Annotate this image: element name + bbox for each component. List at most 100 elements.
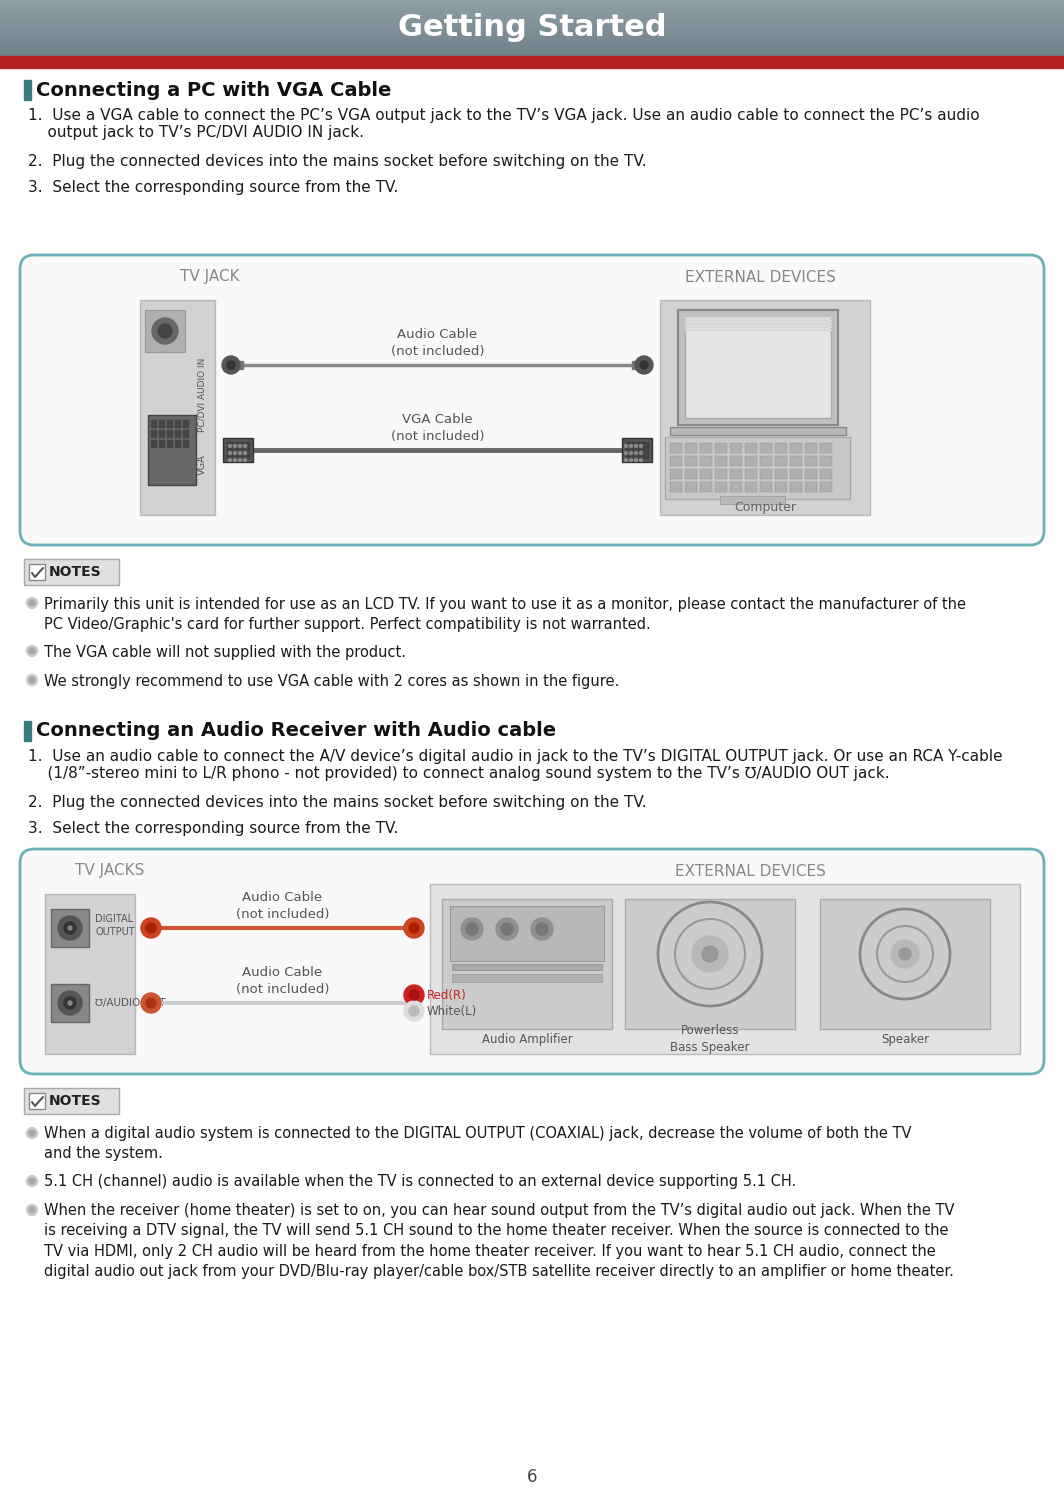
Text: EXTERNAL DEVICES: EXTERNAL DEVICES (684, 269, 835, 284)
Circle shape (639, 445, 643, 448)
Circle shape (27, 675, 37, 686)
Bar (789, 457, 802, 466)
Bar (0, 13, 1064, 16)
Bar (678, 310, 838, 425)
Circle shape (238, 452, 242, 455)
Bar (0, 33, 1064, 34)
Bar (730, 443, 742, 454)
Text: Audio Cable
(not included): Audio Cable (not included) (236, 966, 329, 996)
Text: Powerless
Bass Speaker: Powerless Bass Speaker (670, 1024, 750, 1054)
Bar (775, 443, 787, 454)
Bar (670, 457, 682, 466)
Bar (167, 421, 172, 427)
Bar (0, 4, 1064, 6)
Text: White(L): White(L) (427, 1004, 478, 1018)
Text: We strongly recommend to use VGA cable with 2 cores as shown in the figure.: We strongly recommend to use VGA cable w… (44, 674, 619, 689)
Circle shape (899, 948, 911, 960)
Text: Audio Amplifier: Audio Amplifier (482, 1033, 572, 1045)
Bar (0, 34, 1064, 36)
Bar (0, 1, 1064, 4)
Bar (0, 28, 1064, 30)
Bar (670, 482, 682, 493)
Bar (0, 49, 1064, 51)
Bar (24, 558, 119, 585)
Bar (626, 442, 648, 458)
Bar (0, 43, 1064, 45)
Text: EXTERNAL DEVICES: EXTERNAL DEVICES (675, 864, 826, 879)
Text: TV JACK: TV JACK (180, 269, 239, 284)
Bar (0, 6, 1064, 9)
Circle shape (641, 361, 648, 368)
Bar (720, 496, 785, 504)
Bar (183, 430, 188, 437)
Bar (0, 18, 1064, 21)
Bar (820, 443, 832, 454)
Bar (0, 22, 1064, 24)
Circle shape (152, 317, 178, 344)
Bar (0, 31, 1064, 33)
Bar (820, 457, 832, 466)
Circle shape (409, 924, 419, 933)
Bar (0, 46, 1064, 48)
Bar (0, 21, 1064, 24)
Bar (159, 421, 164, 427)
Circle shape (238, 458, 242, 461)
Bar (0, 55, 1064, 67)
Bar (167, 430, 172, 437)
Text: When the receiver (home theater) is set to on, you can hear sound output from th: When the receiver (home theater) is set … (44, 1204, 954, 1280)
Circle shape (625, 458, 628, 461)
Text: PC/DVI AUDIO IN: PC/DVI AUDIO IN (198, 358, 206, 433)
Circle shape (404, 918, 423, 939)
Bar (0, 51, 1064, 54)
Circle shape (634, 458, 637, 461)
Circle shape (634, 445, 637, 448)
Bar (231, 361, 243, 368)
Bar (0, 3, 1064, 4)
Bar (29, 564, 45, 579)
Text: Audio Cable
(not included): Audio Cable (not included) (236, 891, 329, 921)
Bar (0, 30, 1064, 31)
Circle shape (142, 918, 161, 939)
Bar (789, 443, 802, 454)
Circle shape (29, 1207, 35, 1213)
Text: NOTES: NOTES (49, 564, 102, 579)
Circle shape (146, 924, 156, 933)
Bar (700, 457, 712, 466)
Circle shape (27, 597, 37, 608)
Bar (715, 469, 727, 479)
Circle shape (229, 458, 232, 461)
Circle shape (630, 452, 632, 455)
Bar (159, 440, 164, 448)
Bar (0, 48, 1064, 51)
Bar (24, 1088, 119, 1114)
Bar (0, 55, 1064, 57)
Circle shape (244, 458, 247, 461)
FancyBboxPatch shape (20, 254, 1044, 545)
Bar (430, 885, 1020, 1054)
Bar (715, 482, 727, 493)
Bar (685, 443, 697, 454)
Bar (820, 482, 832, 493)
Bar (622, 439, 652, 463)
Text: 6: 6 (527, 1469, 537, 1487)
Text: 1.  Use an audio cable to connect the A/V device’s digital audio in jack to the : 1. Use an audio cable to connect the A/V… (28, 748, 1002, 763)
Bar (700, 482, 712, 493)
Bar (760, 482, 772, 493)
Text: Primarily this unit is intended for use as an LCD TV. If you want to use it as a: Primarily this unit is intended for use … (44, 597, 966, 632)
Bar (227, 442, 249, 458)
Bar (0, 46, 1064, 48)
Bar (0, 54, 1064, 55)
Bar (0, 36, 1064, 39)
Text: Speaker: Speaker (881, 1033, 929, 1045)
Circle shape (409, 990, 419, 1000)
Bar (0, 9, 1064, 10)
Circle shape (27, 1127, 37, 1139)
Bar (450, 906, 604, 961)
Bar (51, 984, 89, 1022)
Circle shape (157, 323, 172, 338)
Bar (0, 18, 1064, 19)
Bar (0, 45, 1064, 46)
Circle shape (461, 918, 483, 940)
Bar (0, 31, 1064, 33)
Bar (183, 421, 188, 427)
